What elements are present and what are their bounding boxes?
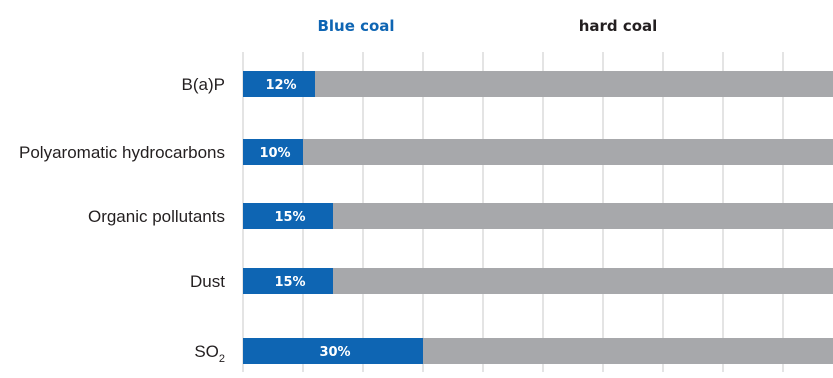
category-label: SO2 xyxy=(194,342,225,365)
bar-value-label: 15% xyxy=(274,275,305,290)
bar-blue-coal xyxy=(243,203,333,229)
bar-value-label: 30% xyxy=(319,345,350,360)
bar-value-label: 15% xyxy=(274,210,305,225)
bar-hard-coal xyxy=(333,203,833,229)
bar-hard-coal xyxy=(315,71,833,97)
bar-value-label: 12% xyxy=(265,78,296,93)
bar-hard-coal xyxy=(333,268,833,294)
category-label: B(a)P xyxy=(182,75,225,94)
bars: 12% 10% 15% 15% 30% xyxy=(243,71,833,364)
bar-blue-coal xyxy=(243,139,303,165)
category-labels: B(a)P Polyaromatic hydrocarbons Organic po… xyxy=(19,75,225,365)
bar-hard-coal xyxy=(423,338,833,364)
bar-blue-coal xyxy=(243,268,333,294)
bar-hard-coal xyxy=(303,139,833,165)
category-label: Organic pollutants xyxy=(88,207,225,226)
legend-blue-coal: Blue coal xyxy=(317,17,394,35)
legend-hard-coal: hard coal xyxy=(579,17,658,35)
category-label: Polyaromatic hydrocarbons xyxy=(19,143,225,162)
bar-value-label: 10% xyxy=(259,146,290,161)
bar-blue-coal xyxy=(243,71,315,97)
bar-blue-coal xyxy=(243,338,423,364)
category-label: Dust xyxy=(190,272,225,291)
